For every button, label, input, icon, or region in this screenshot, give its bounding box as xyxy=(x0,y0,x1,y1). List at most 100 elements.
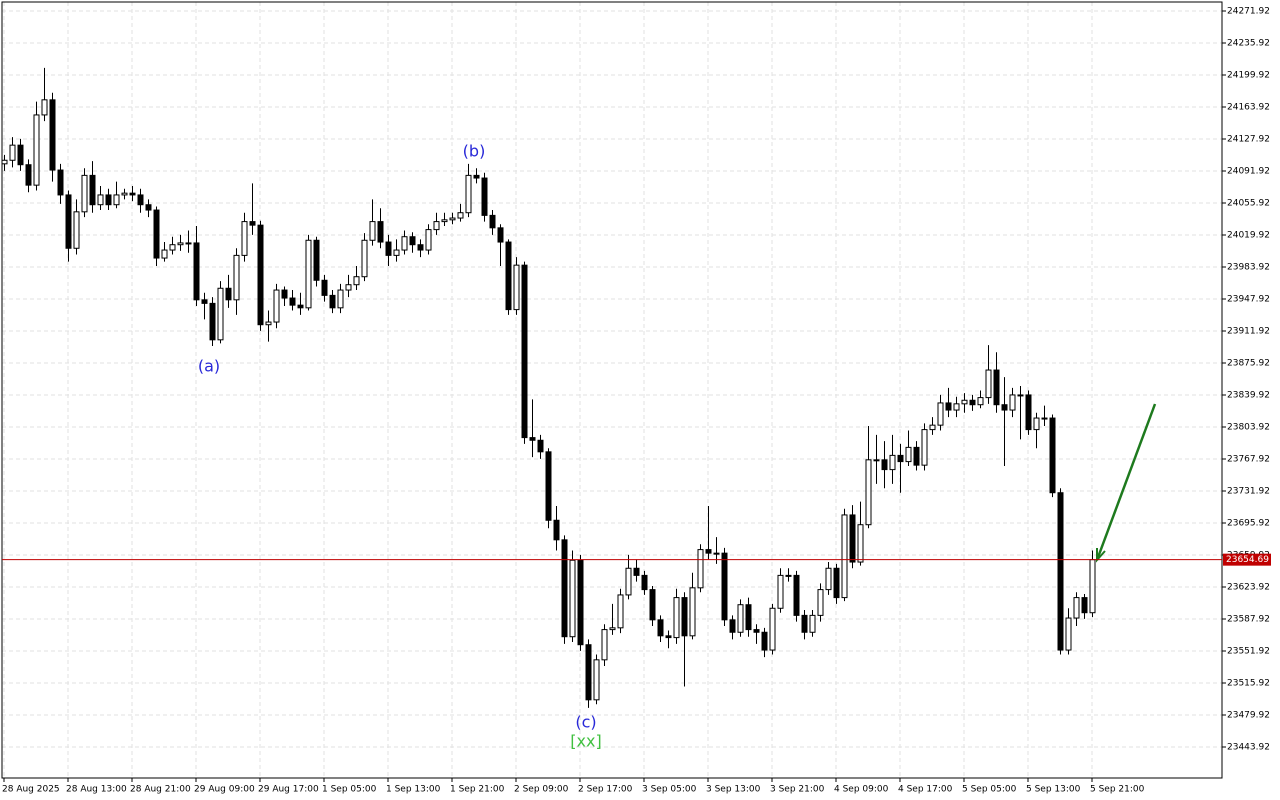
price-label-box xyxy=(1223,553,1271,566)
x-tick-label: 2 Sep 17:00 xyxy=(578,785,633,795)
candle-body xyxy=(761,631,768,651)
candle-body xyxy=(545,451,552,521)
price-label: 23654.69 xyxy=(1226,555,1269,565)
wave-label: (c) xyxy=(575,713,596,732)
candle-body xyxy=(857,524,864,563)
candle-body xyxy=(489,214,496,229)
candle-body xyxy=(905,446,912,463)
y-tick-label: 24055.92 xyxy=(1227,199,1270,209)
candle-body xyxy=(17,144,24,166)
candle-body xyxy=(577,559,584,646)
candle-body xyxy=(745,604,752,631)
candle-body xyxy=(1017,394,1024,397)
candle-body xyxy=(209,302,216,341)
candle-body xyxy=(225,287,232,301)
y-tick-label: 23767.92 xyxy=(1227,455,1270,465)
candle-body xyxy=(33,114,40,186)
candle-body xyxy=(737,604,744,633)
candle-body xyxy=(673,597,680,639)
x-tick-label: 28 Aug 21:00 xyxy=(130,785,191,795)
candle-body xyxy=(257,224,264,326)
candle-body xyxy=(249,221,256,226)
candle-body xyxy=(521,264,528,439)
candle-body xyxy=(401,236,408,251)
y-tick-label: 24127.92 xyxy=(1227,135,1270,145)
projection-arrow xyxy=(1095,403,1157,561)
candle-body xyxy=(785,574,792,577)
candle-body xyxy=(945,402,952,411)
candle-body xyxy=(1041,417,1048,420)
candle-body xyxy=(161,249,168,259)
candle-body xyxy=(1,159,8,165)
candle-body xyxy=(441,219,448,223)
x-tick-label: 29 Aug 17:00 xyxy=(258,785,319,795)
candle-body xyxy=(145,204,152,211)
candle-body xyxy=(233,254,240,301)
candle-body xyxy=(481,177,488,216)
x-tick-label: 2 Sep 09:00 xyxy=(514,785,569,795)
candle-body xyxy=(601,629,608,661)
candle-body xyxy=(617,594,624,629)
y-tick-label: 23731.92 xyxy=(1227,487,1270,497)
candle-body xyxy=(833,567,840,599)
candle-body xyxy=(385,241,392,256)
y-tick-label: 23479.92 xyxy=(1227,711,1270,721)
candle-body xyxy=(121,192,128,196)
y-tick-label: 23839.92 xyxy=(1227,391,1270,401)
candle-body xyxy=(929,424,936,431)
candle-body xyxy=(961,399,968,405)
candle-body xyxy=(537,439,544,453)
candle-body xyxy=(73,211,80,249)
candle-body xyxy=(713,552,720,555)
candle-body xyxy=(25,164,32,186)
candle-body xyxy=(913,446,920,466)
y-tick-label: 24271.92 xyxy=(1227,7,1270,17)
candle-body xyxy=(769,607,776,651)
candle-body xyxy=(777,574,784,609)
candle-body xyxy=(705,549,712,554)
candle-body xyxy=(1049,417,1056,494)
candle-body xyxy=(217,287,224,341)
x-tick-label: 28 Aug 2025 xyxy=(2,785,60,795)
candle-body xyxy=(897,454,904,463)
candle-body xyxy=(89,174,96,206)
candle-body xyxy=(329,294,336,309)
x-tick-label: 3 Sep 21:00 xyxy=(770,785,825,795)
candle-body xyxy=(153,209,160,259)
candle-body xyxy=(369,221,376,241)
wave-label: (a) xyxy=(198,357,220,376)
candle-body xyxy=(49,99,56,171)
y-tick-label: 23515.92 xyxy=(1227,679,1270,689)
x-tick-label: 5 Sep 21:00 xyxy=(1090,785,1145,795)
candle-body xyxy=(305,239,312,309)
candle-body xyxy=(457,212,464,219)
candle-body xyxy=(649,589,656,621)
x-tick-label: 29 Aug 09:00 xyxy=(194,785,255,795)
x-tick-label: 4 Sep 17:00 xyxy=(898,785,953,795)
candle-body xyxy=(417,244,424,251)
x-tick-label: 4 Sep 09:00 xyxy=(834,785,889,795)
x-tick-label: 1 Sep 05:00 xyxy=(322,785,377,795)
candle-body xyxy=(993,369,1000,406)
candle-body xyxy=(1001,404,1008,411)
candle-body xyxy=(977,397,984,406)
candle-body xyxy=(497,227,504,243)
candle-body xyxy=(281,289,288,299)
candle-body xyxy=(625,567,632,596)
y-tick-label: 23983.92 xyxy=(1227,263,1270,273)
candle-body xyxy=(273,289,280,323)
y-tick-label: 24235.92 xyxy=(1227,39,1270,49)
x-tick-label: 3 Sep 13:00 xyxy=(706,785,761,795)
candle-body xyxy=(377,221,384,243)
candle-body xyxy=(297,304,304,309)
candle-body xyxy=(473,174,480,179)
y-tick-label: 24091.92 xyxy=(1227,167,1270,177)
y-tick-label: 23587.92 xyxy=(1227,615,1270,625)
candle-body xyxy=(1009,394,1016,411)
x-tick-label: 1 Sep 21:00 xyxy=(450,785,505,795)
candle-body xyxy=(593,659,600,701)
x-tick-label: 5 Sep 13:00 xyxy=(1026,785,1081,795)
candle-body xyxy=(505,241,512,311)
candle-body xyxy=(185,242,192,245)
candle-body xyxy=(433,221,440,231)
